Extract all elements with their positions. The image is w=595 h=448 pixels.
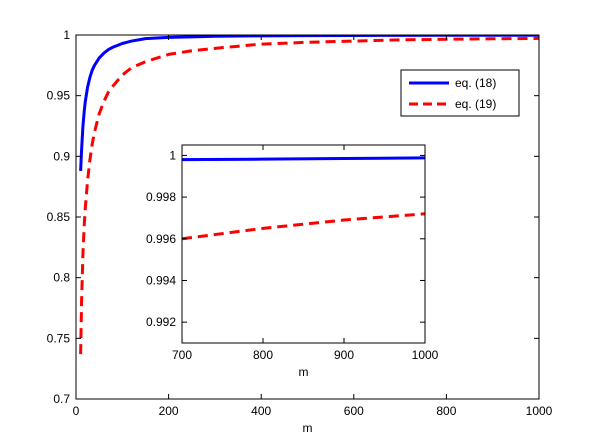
main-x-tick-label: 1000 bbox=[526, 404, 553, 418]
inset-y-tick-label: 0.992 bbox=[146, 315, 176, 329]
main-x-axis-label: m bbox=[303, 421, 313, 435]
legend-box bbox=[400, 69, 520, 117]
inset-series-1-line bbox=[182, 156, 425, 162]
inset-y-tick-label: 1 bbox=[169, 148, 176, 162]
inset-axes-frame bbox=[181, 144, 426, 344]
legend-label-1: eq. (18) bbox=[455, 76, 496, 90]
main-y-tick-label: 0.75 bbox=[47, 331, 71, 345]
main-y-tick-label: 0.85 bbox=[47, 210, 71, 224]
main-x-tick-label: 600 bbox=[344, 404, 364, 418]
main-x-tick-label: 200 bbox=[159, 404, 179, 418]
inset-plot-background bbox=[182, 145, 425, 343]
main-x-tick-label: 800 bbox=[436, 404, 456, 418]
inset-y-tick-label: 0.998 bbox=[146, 190, 176, 204]
legend-label-2: eq. (19) bbox=[455, 97, 496, 111]
inset-x-tick-label: 700 bbox=[172, 348, 192, 362]
main-series-1-line bbox=[79, 35, 539, 171]
inset-y-tick-label: 0.996 bbox=[146, 232, 176, 246]
inset-y-tick-label: 0.994 bbox=[146, 273, 176, 287]
main-x-tick-label: 0 bbox=[73, 404, 80, 418]
main-y-tick-label: 0.8 bbox=[53, 271, 70, 285]
inset-x-tick-label: 900 bbox=[334, 348, 354, 362]
inset-series-2-line bbox=[182, 212, 425, 241]
inset-x-axis-label: m bbox=[299, 365, 309, 379]
main-x-tick-label: 400 bbox=[251, 404, 271, 418]
main-y-tick-label: 1 bbox=[63, 28, 70, 42]
inset-x-tick-label: 1000 bbox=[412, 348, 439, 362]
inset-x-tick-label: 800 bbox=[253, 348, 273, 362]
main-series-2-line bbox=[79, 36, 539, 355]
main-y-tick-label: 0.9 bbox=[53, 149, 70, 163]
legend: eq. (18) eq. (19) bbox=[400, 69, 520, 117]
main-y-tick-label: 0.95 bbox=[47, 89, 71, 103]
main-y-tick-label: 0.7 bbox=[53, 392, 70, 406]
inset-plot: 700 800 900 1000 0.992 0.994 0.996 0.998 1 m bbox=[146, 144, 439, 379]
